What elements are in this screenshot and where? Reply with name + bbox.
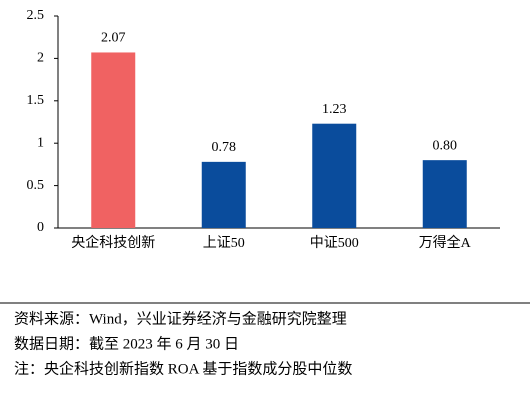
- y-tick-label: 0.5: [27, 178, 45, 193]
- value-label: 0.78: [212, 140, 237, 155]
- bar: [422, 160, 467, 228]
- value-label: 2.07: [101, 31, 126, 46]
- y-tick-label: 1.5: [27, 93, 45, 108]
- x-tick-label: 上证50: [203, 235, 245, 251]
- x-tick-label: 万得全A: [419, 234, 472, 251]
- y-tick-label: 2: [37, 51, 44, 66]
- bar: [201, 161, 246, 228]
- y-tick-label: 2.5: [27, 8, 45, 23]
- note: 数据日期：截至 2023 年 6 月 30 日: [14, 335, 239, 352]
- y-tick-label: 1: [37, 135, 44, 150]
- value-label: 1.23: [322, 102, 347, 117]
- note: 注：央企科技创新指数 ROA 基于指数成分股中位数: [14, 359, 352, 377]
- bar: [91, 52, 136, 228]
- value-label: 0.80: [433, 138, 458, 153]
- x-tick-label: 央企科技创新: [71, 234, 155, 251]
- y-tick-label: 0: [37, 220, 44, 235]
- note: 资料来源：Wind，兴业证券经济与金融研究院整理: [14, 309, 347, 327]
- x-tick-label: 中证500: [310, 235, 359, 251]
- bar: [312, 123, 357, 228]
